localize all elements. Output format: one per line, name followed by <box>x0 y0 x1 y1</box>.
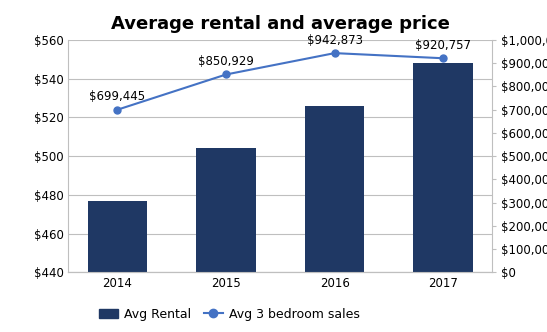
Bar <box>305 106 364 332</box>
Line: Avg 3 bedroom sales: Avg 3 bedroom sales <box>114 50 447 113</box>
Avg 3 bedroom sales <box>331 51 338 55</box>
Text: $699,445: $699,445 <box>90 90 146 103</box>
Bar <box>88 201 147 332</box>
Text: $920,757: $920,757 <box>415 39 471 52</box>
Text: $942,873: $942,873 <box>307 34 363 46</box>
Avg 3 bedroom sales <box>114 108 121 112</box>
Bar <box>196 148 256 332</box>
Avg 3 bedroom sales <box>223 72 229 76</box>
Avg 3 bedroom sales <box>440 56 446 60</box>
Title: Average rental and average price: Average rental and average price <box>111 15 450 33</box>
Text: $850,929: $850,929 <box>198 55 254 68</box>
Legend: Avg Rental, Avg 3 bedroom sales: Avg Rental, Avg 3 bedroom sales <box>95 303 365 326</box>
Bar <box>414 63 473 332</box>
